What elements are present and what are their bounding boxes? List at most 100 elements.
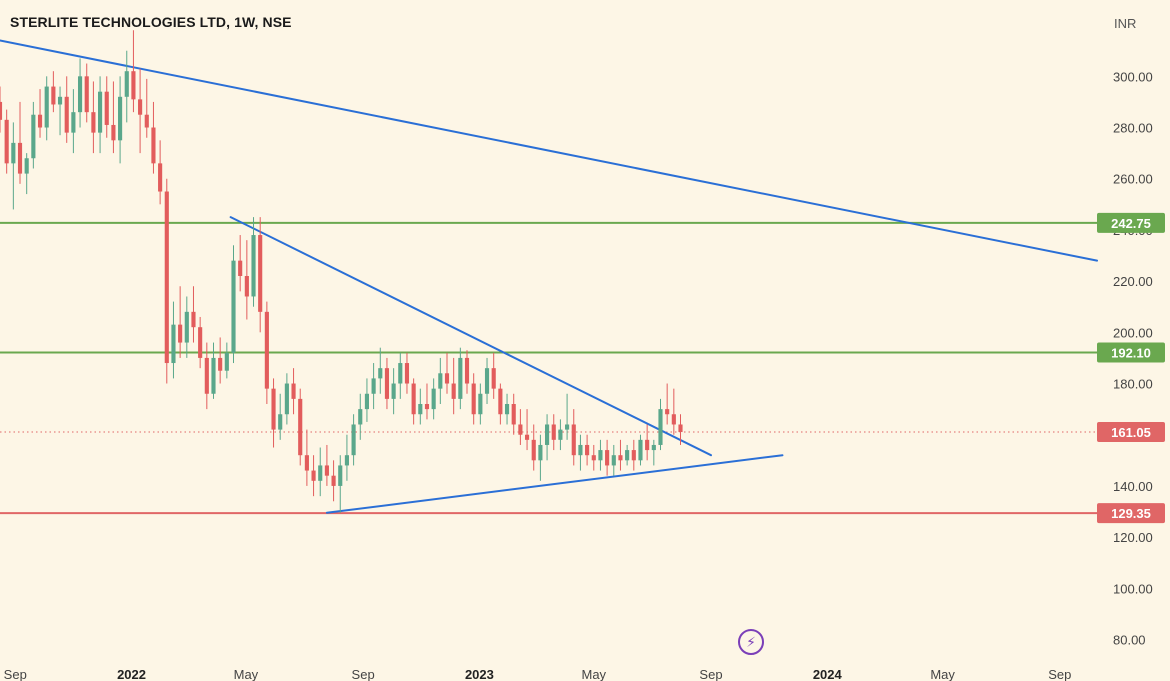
candle[interactable]	[57, 86, 63, 136]
candle[interactable]	[0, 86, 3, 133]
candle[interactable]	[171, 301, 176, 379]
trendline[interactable]	[0, 39, 1098, 262]
candle[interactable]	[17, 101, 23, 184]
trendline[interactable]	[229, 216, 713, 457]
candle[interactable]	[71, 89, 76, 154]
candle[interactable]	[324, 444, 329, 486]
candle[interactable]	[231, 245, 236, 364]
candle[interactable]	[251, 217, 256, 307]
candle[interactable]	[224, 342, 229, 379]
candle[interactable]	[431, 378, 436, 420]
candle[interactable]	[298, 388, 303, 466]
candle[interactable]	[131, 30, 136, 113]
candle[interactable]	[304, 429, 309, 486]
candle[interactable]	[311, 455, 316, 497]
candle[interactable]	[77, 58, 83, 128]
candle[interactable]	[411, 378, 416, 425]
candle[interactable]	[178, 286, 183, 358]
candle[interactable]	[671, 388, 676, 435]
candle[interactable]	[204, 342, 209, 410]
candle[interactable]	[351, 414, 356, 466]
candle[interactable]	[104, 76, 109, 138]
candle[interactable]	[198, 316, 203, 369]
candle[interactable]	[458, 347, 463, 410]
candle[interactable]	[371, 363, 376, 410]
candle[interactable]	[364, 378, 370, 422]
candle[interactable]	[665, 383, 670, 425]
candle[interactable]	[538, 434, 543, 481]
candle[interactable]	[545, 414, 550, 461]
candle[interactable]	[511, 393, 516, 435]
candle[interactable]	[578, 434, 583, 471]
candle[interactable]	[37, 89, 43, 138]
candle[interactable]	[678, 414, 683, 445]
candle[interactable]	[44, 76, 49, 141]
candle[interactable]	[4, 109, 9, 174]
candle[interactable]	[138, 68, 143, 154]
candle[interactable]	[384, 357, 390, 410]
candle[interactable]	[151, 101, 156, 174]
candle[interactable]	[571, 409, 576, 466]
candle[interactable]	[51, 71, 56, 113]
candle[interactable]	[64, 76, 69, 143]
candle[interactable]	[424, 383, 430, 420]
candle[interactable]	[438, 357, 443, 404]
candle[interactable]	[24, 153, 29, 195]
candle[interactable]	[84, 63, 89, 123]
candle[interactable]	[404, 352, 410, 394]
candle[interactable]	[238, 235, 243, 292]
lightning-bolt-icon[interactable]: ⚡	[738, 629, 764, 655]
candle[interactable]	[184, 296, 189, 358]
candle[interactable]	[598, 439, 603, 471]
candle[interactable]	[658, 398, 663, 451]
candle[interactable]	[278, 393, 283, 440]
candle[interactable]	[605, 439, 610, 476]
candle[interactable]	[31, 101, 36, 169]
candle[interactable]	[211, 342, 216, 399]
candle[interactable]	[498, 383, 503, 425]
candle[interactable]	[478, 383, 483, 425]
candle[interactable]	[524, 409, 530, 451]
candle[interactable]	[645, 424, 650, 461]
candle[interactable]	[318, 447, 323, 497]
candle[interactable]	[491, 352, 496, 399]
candle[interactable]	[418, 388, 423, 425]
candle[interactable]	[264, 301, 269, 404]
candle[interactable]	[504, 393, 510, 425]
candle[interactable]	[118, 76, 123, 164]
candle[interactable]	[518, 409, 523, 445]
candle[interactable]	[591, 444, 596, 471]
candle[interactable]	[565, 393, 570, 440]
candle[interactable]	[344, 434, 349, 481]
candle[interactable]	[558, 419, 563, 451]
candle[interactable]	[611, 444, 616, 476]
candle[interactable]	[484, 357, 490, 404]
candle[interactable]	[338, 455, 343, 513]
candle[interactable]	[551, 414, 556, 451]
candle[interactable]	[631, 439, 636, 471]
candle[interactable]	[391, 368, 396, 415]
candle[interactable]	[144, 78, 149, 138]
candle[interactable]	[531, 424, 536, 471]
trendline[interactable]	[325, 454, 784, 514]
candle[interactable]	[218, 337, 223, 384]
candle[interactable]	[444, 352, 450, 394]
candle[interactable]	[464, 350, 470, 394]
candle[interactable]	[164, 178, 169, 384]
candle[interactable]	[618, 439, 623, 471]
candle[interactable]	[284, 373, 289, 425]
candle[interactable]	[124, 50, 129, 123]
candle[interactable]	[91, 81, 96, 154]
candle[interactable]	[158, 140, 163, 205]
candle[interactable]	[291, 368, 296, 415]
candle[interactable]	[625, 444, 630, 466]
candle[interactable]	[258, 217, 263, 333]
candle[interactable]	[358, 393, 363, 440]
candle[interactable]	[271, 378, 276, 448]
candle[interactable]	[651, 439, 656, 466]
candle[interactable]	[191, 286, 196, 343]
candle[interactable]	[638, 434, 643, 466]
candle[interactable]	[11, 122, 16, 210]
candle[interactable]	[378, 347, 383, 394]
